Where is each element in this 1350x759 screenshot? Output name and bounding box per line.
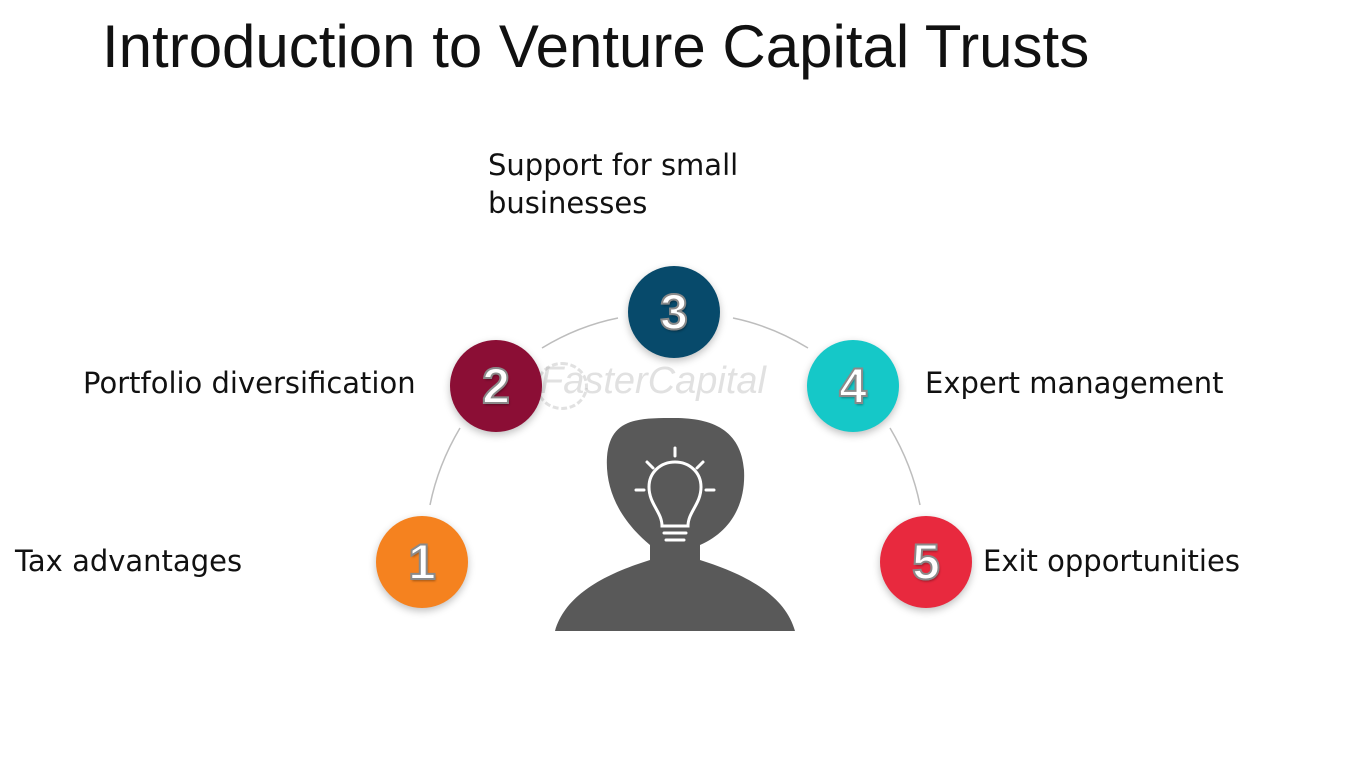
step-circle-3: 3 [628,266,720,358]
lightbulb-icon [634,446,716,542]
arc-segment-2-3 [541,317,619,349]
slide-title: Introduction to Venture Capital Trusts [102,13,1090,80]
step-label-1: Tax advantages [15,544,243,578]
arc-segment-4-5 [889,427,921,506]
step-label-5: Exit opportunities [983,544,1240,578]
step-label-4: Expert management [925,366,1224,400]
step-number-4: 4 [838,357,868,415]
step-number-2: 2 [481,357,511,415]
step-number-1: 1 [407,533,437,591]
step-number-3: 3 [659,283,689,341]
step-label-3-line-1: Support for small [488,148,739,182]
step-circle-2: 2 [450,340,542,432]
arc-segment-3-4 [732,317,809,349]
step-circle-1: 1 [376,516,468,608]
arc-segment-1-2 [429,427,461,506]
step-label-2: Portfolio diversification [83,366,416,400]
watermark-text: FasterCapital [540,360,766,402]
step-circle-5: 5 [880,516,972,608]
step-number-5: 5 [911,533,941,591]
step-label-3: Support for small businesses [488,146,738,222]
step-circle-4: 4 [807,340,899,432]
step-label-3-line-2: businesses [488,186,648,220]
